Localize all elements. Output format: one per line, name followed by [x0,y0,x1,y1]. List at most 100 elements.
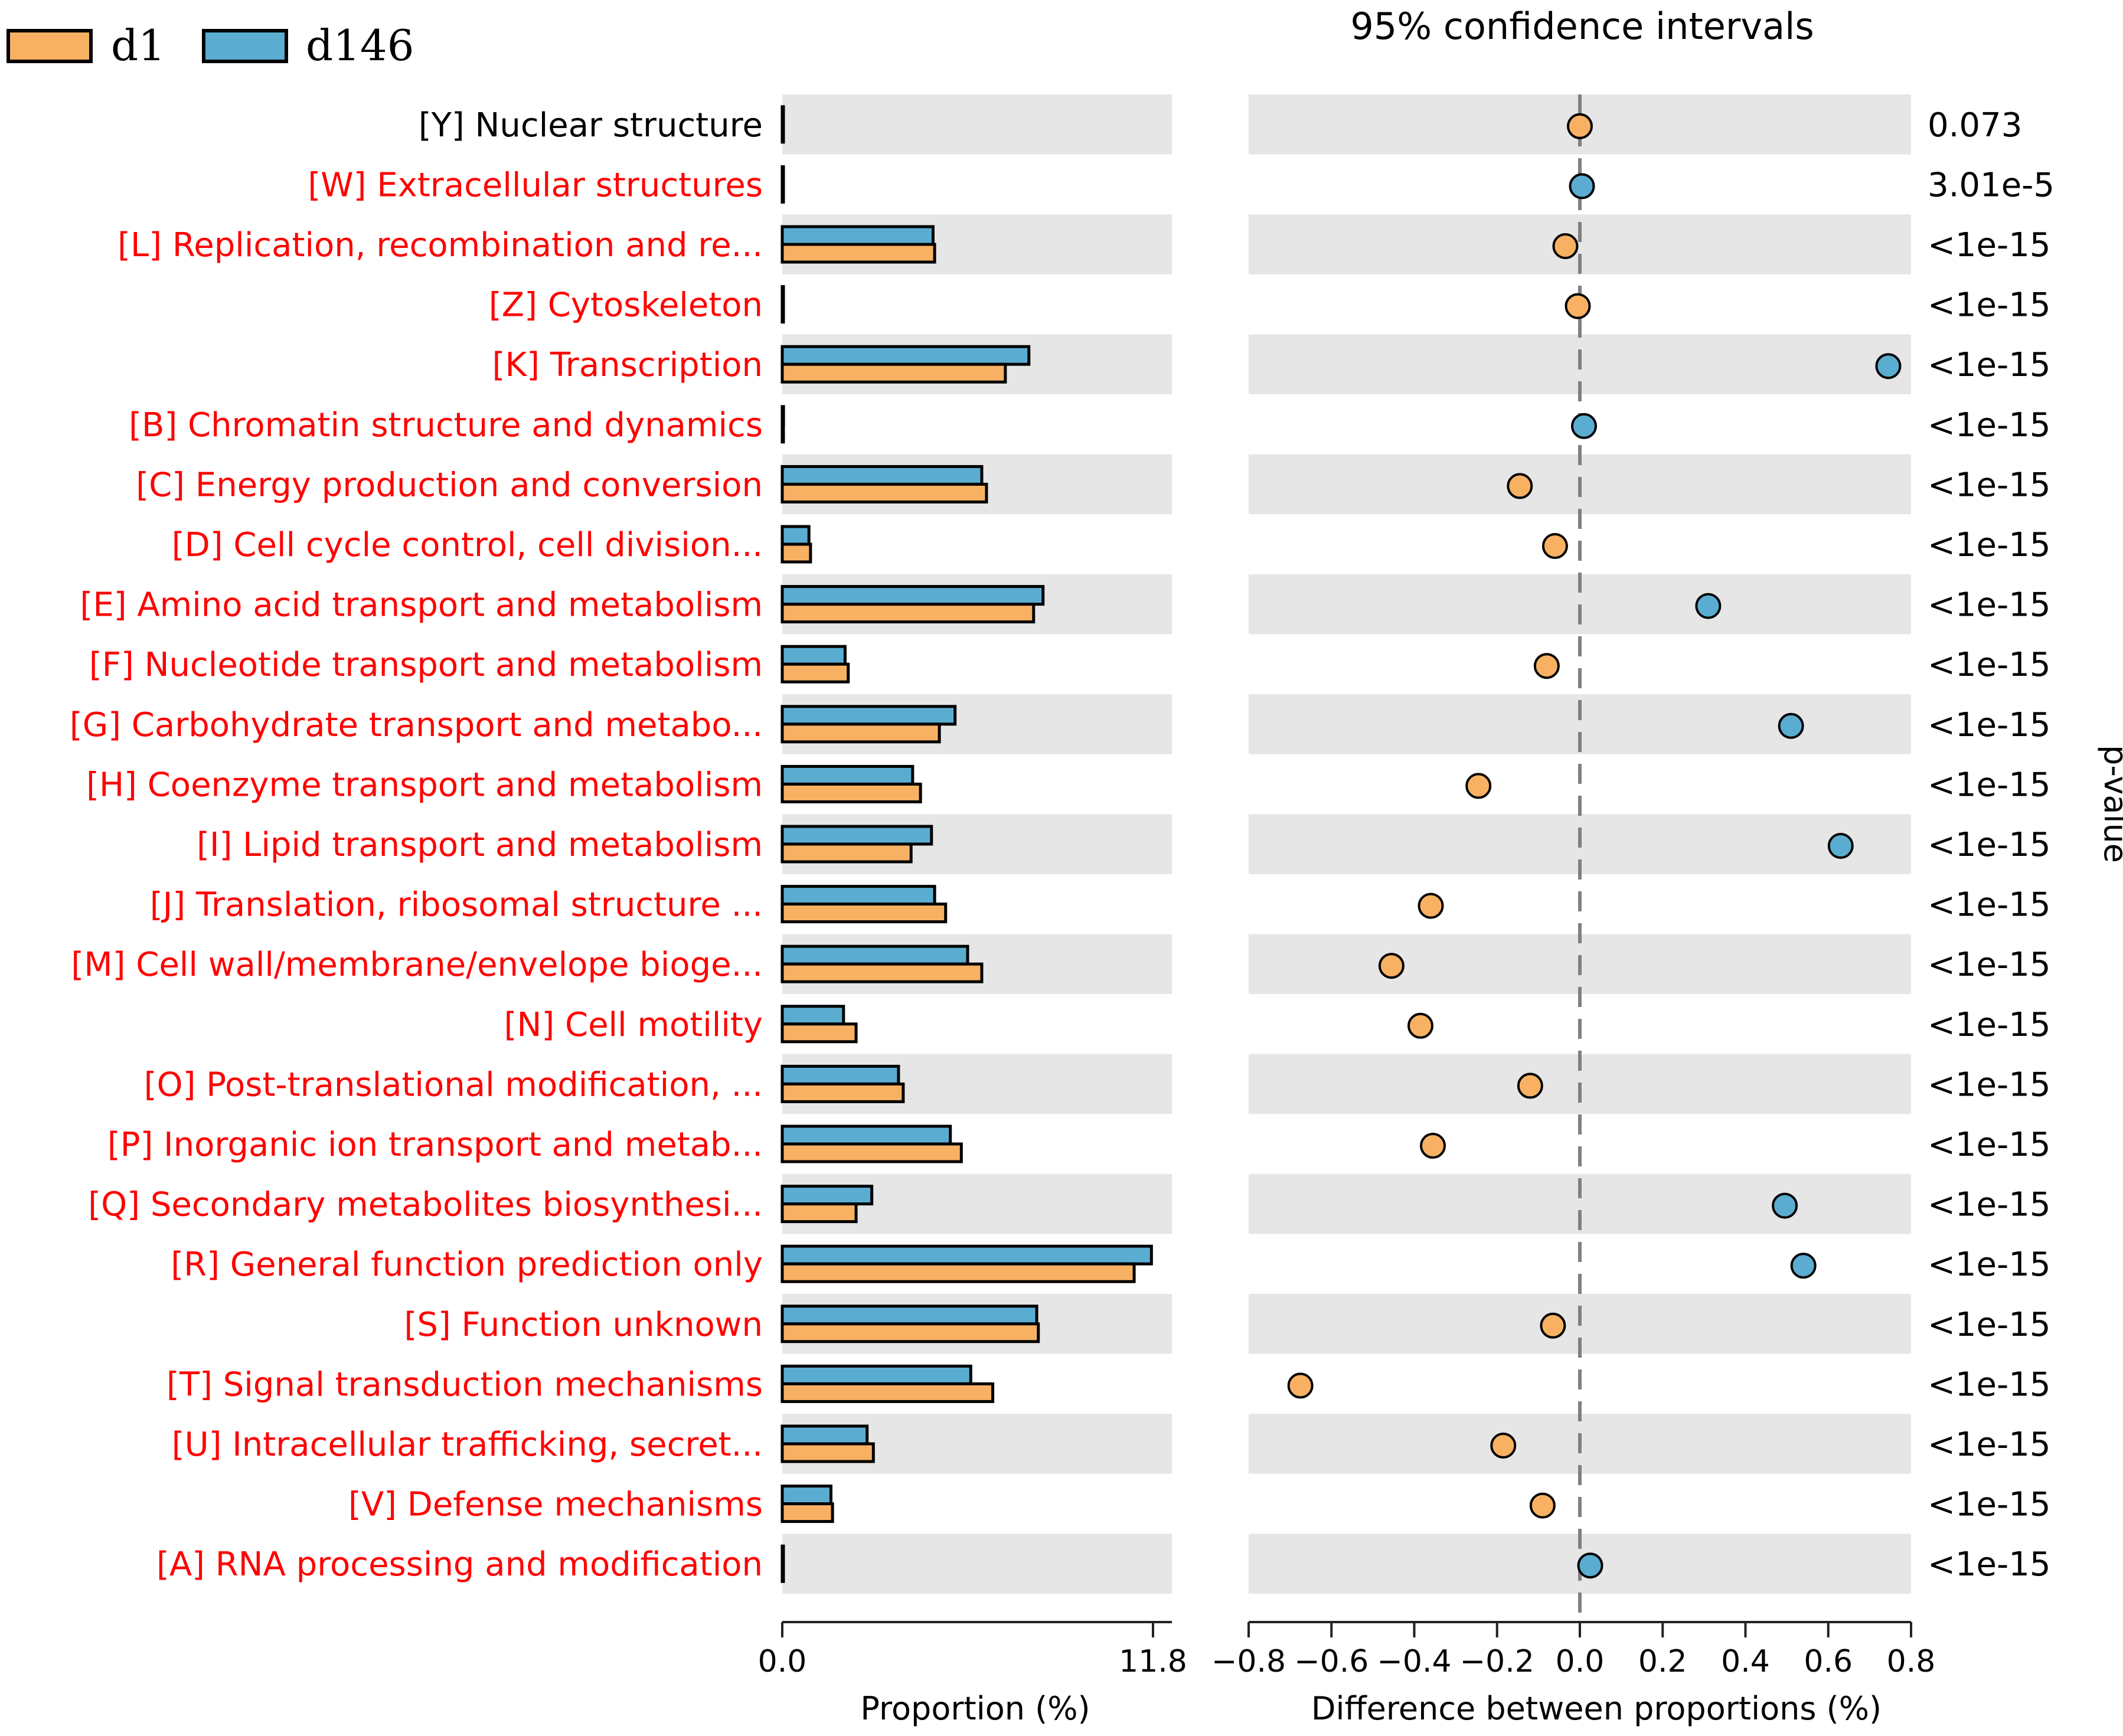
bar-d146 [780,1424,869,1446]
bar-d1 [780,182,785,204]
diff-point-d146 [1875,353,1902,380]
category-label: [E] Amino acid transport and metabolism [80,586,763,625]
p-value: <1e-15 [1928,1306,2050,1344]
p-value: <1e-15 [1928,466,2050,504]
bar-d146 [780,705,957,726]
p-value: 0.073 [1928,106,2022,145]
category-label: [W] Extracellular structures [308,166,763,204]
p-value: <1e-15 [1928,406,2050,444]
bar-d146 [780,944,969,966]
diff-point-d1 [1541,533,1568,559]
bar-d146 [780,105,785,126]
category-label: [Q] Secondary metabolites biosynthesi... [88,1186,763,1224]
legend-swatch-d1 [6,29,93,63]
diff-point-d146 [1695,593,1722,619]
diff-x-axis-label: Difference between proportions (%) [1311,1690,1882,1727]
bar-d146 [780,225,935,246]
category-label: [O] Post-translational modification, ... [144,1065,763,1104]
category-label: [S] Function unknown [404,1306,763,1344]
diff-point-d1 [1533,653,1560,679]
diff-point-d146 [1772,1192,1798,1219]
p-value: <1e-15 [1928,826,2050,864]
difference-points [1287,113,1902,1579]
bar-d1 [780,1502,834,1524]
diff-x-tick-label: −0.6 [1294,1644,1368,1679]
diff-point-d146 [1790,1253,1817,1279]
diff-point-d1 [1407,1012,1434,1039]
bar-d146 [780,1544,785,1565]
bar-d1 [780,782,922,803]
bar-d1 [780,542,812,564]
category-label: [T] Signal transduction mechanisms [166,1365,763,1404]
diff-x-tick-label: −0.2 [1460,1644,1534,1679]
legend-label-d146: d146 [306,21,414,70]
category-label: [C] Energy production and conversion [136,466,763,504]
diff-point-d1 [1540,1312,1566,1339]
category-label: [K] Transcription [492,346,763,384]
bar-x-tick-label: 0.0 [758,1644,807,1679]
diff-point-d1 [1465,773,1492,799]
p-values: 0.073 3.01e-5 <1e-15 <1e-15 <1e-15 <1e-15 <1e-… [1928,106,2055,1584]
bar-d146 [780,1005,845,1026]
bar-d146 [780,1185,874,1206]
bar-d1 [780,1322,1040,1343]
bar-d146 [780,885,936,906]
diff-x-tick-label: 0.6 [1804,1644,1853,1679]
bar-x-axis-label: Proportion (%) [860,1690,1090,1727]
category-label: [M] Cell wall/membrane/envelope bioge... [71,946,763,984]
row-band-left [782,94,1172,155]
bar-d146 [780,405,785,426]
p-value: <1e-15 [1928,226,2050,264]
bar-d1 [780,1022,858,1044]
category-label: [U] Intracellular trafficking, secret... [172,1426,763,1464]
legend-label-d1: d1 [111,21,165,70]
bar-d146 [780,1244,1153,1266]
category-label: [R] General function prediction only [171,1245,763,1284]
category-label: [N] Cell motility [504,1006,763,1044]
p-value: <1e-15 [1928,1545,2050,1584]
diff-x-tick-label: 0.2 [1638,1644,1687,1679]
axes: 0.0 11.8 −0.8 −0.6 −0.4 −0.2 0.0 0.2 0.4 0.6 0.8 [758,1621,1936,1679]
legend-swatch-d146 [202,29,288,63]
p-value: 3.01e-5 [1928,166,2055,204]
p-value: <1e-15 [1928,1126,2050,1164]
p-value: <1e-15 [1928,886,2050,924]
diff-point-d146 [1571,413,1598,439]
bar-d1 [780,1082,905,1103]
bar-d1 [780,123,785,144]
bar-d1 [780,362,1007,384]
bar-d1 [780,722,941,744]
category-label: [L] Replication, recombination and re... [117,226,763,264]
diff-point-d1 [1287,1372,1314,1399]
p-value: <1e-15 [1928,646,2050,684]
category-label: [I] Lipid transport and metabolism [197,826,763,864]
bar-d1 [780,243,936,264]
bar-d146 [780,764,914,786]
bar-d1 [780,1442,875,1463]
p-value: <1e-15 [1928,526,2050,564]
diff-point-d1 [1378,953,1405,979]
bar-d146 [780,585,1045,606]
category-label: [Z] Cytoskeleton [489,286,763,325]
bar-d1 [780,1262,1136,1283]
bar-d1 [780,482,988,504]
bar-d146 [780,645,847,666]
diff-x-tick-label: 0.0 [1556,1644,1605,1679]
bar-d1 [780,903,948,924]
category-label: [A] RNA processing and modification [156,1545,763,1584]
bar-d1 [780,1562,785,1583]
bar-d1 [780,962,984,983]
p-value: <1e-15 [1928,1426,2050,1464]
legend: d1 d146 [6,21,414,70]
diff-x-tick-label: 0.8 [1887,1644,1936,1679]
diff-x-tick-label: 0.4 [1721,1644,1770,1679]
diff-point-d1 [1420,1133,1446,1159]
p-value: <1e-15 [1928,1006,2050,1044]
category-label: [F] Nucleotide transport and metabolism [89,646,763,684]
p-value-axis-label: p-value [2097,745,2123,863]
chart-title: 95% confidence intervals [1350,5,1814,48]
bar-d1 [780,842,913,864]
bar-d1 [780,1202,858,1224]
bar-x-tick-label: 11.8 [1119,1644,1187,1679]
